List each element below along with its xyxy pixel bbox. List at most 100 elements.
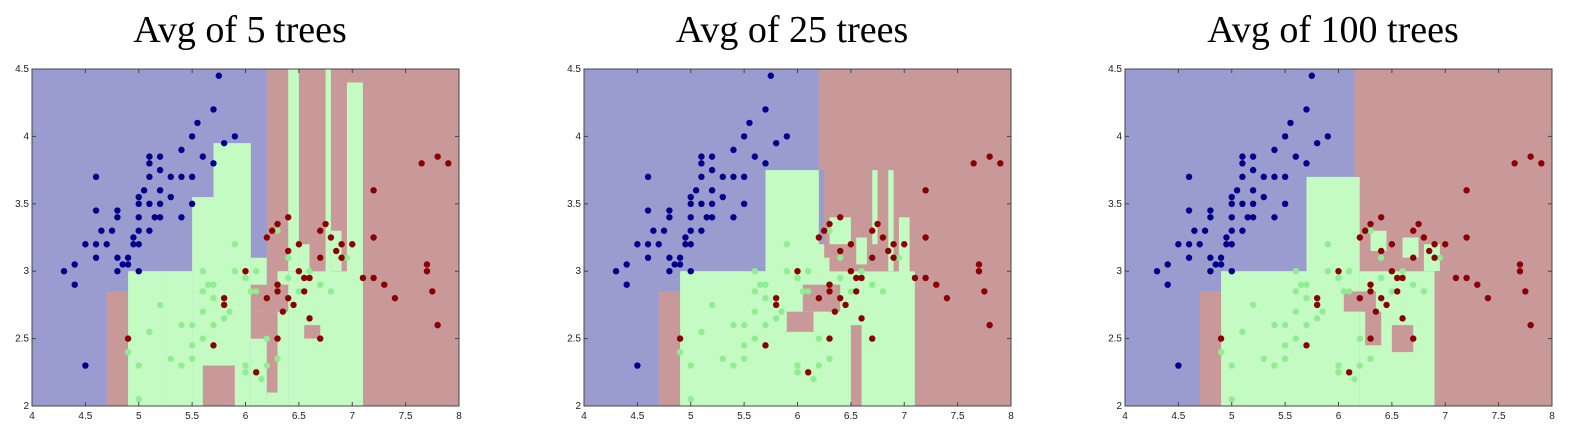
- point-class-1: [666, 207, 673, 214]
- point-class-1: [1260, 193, 1267, 201]
- point-class-1: [698, 160, 705, 167]
- point-class-3: [820, 227, 828, 234]
- point-class-3: [1399, 274, 1406, 282]
- point-class-3: [434, 321, 441, 329]
- point-class-2: [1228, 396, 1235, 403]
- point-class-3: [252, 369, 260, 376]
- point-class-1: [114, 207, 121, 214]
- point-class-1: [130, 234, 137, 241]
- x-tick-label: 6.5: [292, 411, 306, 422]
- point-class-1: [1249, 214, 1257, 221]
- x-tick-label: 5.5: [185, 411, 199, 422]
- x-tick-label: 6: [243, 411, 249, 422]
- region-class-3: [658, 291, 681, 406]
- point-class-1: [1249, 200, 1257, 207]
- point-class-3: [1367, 335, 1374, 342]
- region-class-3: [786, 311, 814, 332]
- point-class-2: [730, 321, 737, 329]
- point-class-2: [1324, 241, 1332, 248]
- point-class-3: [981, 288, 988, 295]
- point-class-2: [1420, 288, 1428, 295]
- point-class-2: [794, 369, 801, 376]
- region-class-2: [298, 244, 310, 272]
- point-class-1: [687, 214, 694, 221]
- point-class-2: [1345, 268, 1353, 275]
- point-class-3: [1367, 220, 1374, 228]
- point-class-1: [103, 241, 110, 248]
- point-class-1: [698, 200, 705, 207]
- point-class-1: [1228, 268, 1235, 275]
- point-class-3: [295, 268, 303, 275]
- x-tick-label: 5: [688, 411, 694, 422]
- point-class-3: [418, 160, 425, 167]
- point-class-1: [220, 139, 228, 147]
- point-class-3: [349, 241, 356, 248]
- point-class-3: [274, 335, 281, 342]
- point-class-3: [826, 281, 833, 288]
- point-class-3: [327, 234, 335, 241]
- point-class-1: [1185, 207, 1193, 214]
- x-tick-label: 4.5: [1171, 411, 1185, 422]
- point-class-3: [322, 220, 329, 228]
- x-tick-label: 7: [901, 411, 907, 422]
- point-class-3: [858, 315, 865, 322]
- point-class-1: [82, 362, 89, 369]
- point-class-1: [1185, 241, 1193, 248]
- point-class-2: [815, 335, 823, 342]
- point-class-2: [1303, 294, 1310, 302]
- point-class-1: [124, 261, 132, 268]
- point-class-3: [1345, 369, 1353, 376]
- point-class-3: [1474, 281, 1481, 288]
- point-class-1: [687, 241, 694, 248]
- point-class-3: [268, 227, 276, 234]
- point-class-2: [1378, 254, 1385, 261]
- point-class-1: [655, 241, 662, 248]
- point-class-1: [703, 214, 710, 221]
- point-class-2: [740, 355, 748, 363]
- region-class-2: [128, 271, 166, 406]
- x-tick-label: 7: [1442, 411, 1448, 422]
- point-class-1: [156, 187, 164, 194]
- decision-regions: [584, 69, 1011, 406]
- y-tick-label: 2: [1116, 401, 1122, 412]
- point-class-2: [1303, 281, 1310, 288]
- point-class-1: [1201, 227, 1209, 234]
- point-class-2: [783, 268, 791, 275]
- point-class-2: [210, 321, 217, 329]
- point-class-1: [644, 173, 652, 181]
- y-tick-label: 4.5: [567, 64, 581, 75]
- point-class-3: [1410, 335, 1417, 342]
- point-class-3: [1410, 227, 1417, 234]
- y-tick-label: 2.5: [1108, 334, 1122, 345]
- point-class-3: [290, 301, 297, 309]
- point-class-1: [156, 166, 164, 174]
- point-class-2: [1292, 268, 1299, 275]
- point-class-2: [1356, 362, 1364, 369]
- point-class-1: [92, 207, 100, 214]
- point-class-1: [1164, 281, 1171, 288]
- point-class-1: [124, 254, 132, 261]
- point-class-1: [730, 173, 737, 181]
- point-class-3: [274, 288, 281, 295]
- point-class-3: [869, 227, 876, 234]
- point-class-1: [1185, 173, 1193, 181]
- point-class-2: [1239, 328, 1246, 336]
- region-class-3: [1434, 271, 1451, 346]
- point-class-1: [692, 187, 700, 194]
- point-class-1: [71, 281, 78, 288]
- point-class-2: [1292, 288, 1299, 295]
- y-tick-label: 2: [575, 401, 581, 412]
- point-class-1: [1185, 254, 1193, 261]
- point-class-1: [156, 214, 164, 221]
- region-class-3: [1199, 291, 1222, 406]
- y-tick-label: 4.5: [15, 64, 29, 75]
- point-class-1: [708, 187, 716, 194]
- point-class-1: [1239, 227, 1246, 234]
- point-class-2: [306, 268, 313, 275]
- point-class-2: [762, 294, 769, 302]
- point-class-1: [210, 106, 217, 113]
- point-class-1: [767, 72, 775, 79]
- point-class-3: [391, 294, 399, 302]
- point-class-3: [1431, 254, 1438, 261]
- point-class-2: [317, 281, 324, 288]
